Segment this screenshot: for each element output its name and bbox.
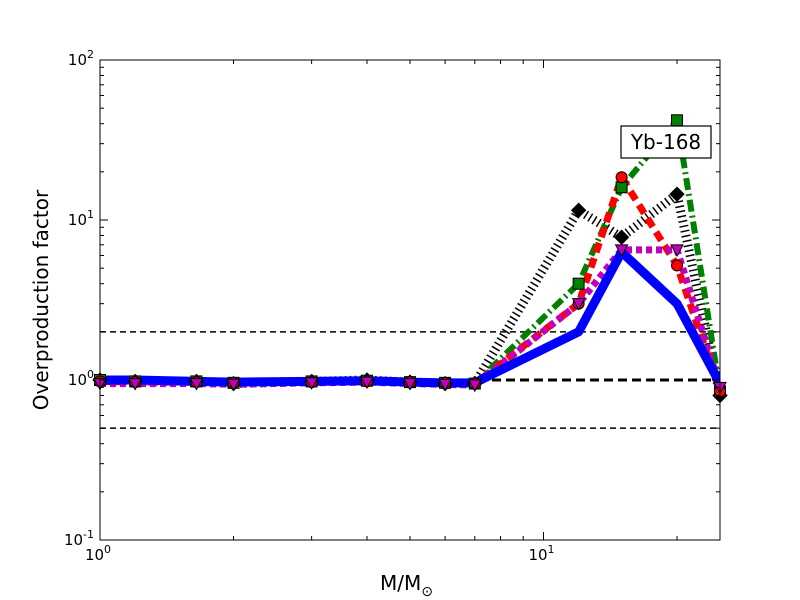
x-axis-label: M/M⊙	[380, 571, 433, 600]
plot-area-background	[100, 60, 720, 540]
series-1-point-9	[572, 277, 585, 290]
series-2-point-10	[615, 171, 628, 184]
series-3-point-4	[304, 377, 319, 390]
y-tick-label: 100	[68, 368, 94, 389]
series-3-point-1	[128, 378, 142, 391]
series-3-point-9	[571, 298, 586, 311]
x-tick-label: 101	[528, 543, 554, 564]
series-1-point-11	[671, 114, 684, 127]
y-axis-label: Overproduction factor	[29, 189, 53, 410]
series-3-point-11	[670, 244, 684, 257]
series-3-point-10	[614, 244, 629, 257]
y-tick-label: 10-1	[64, 528, 94, 549]
series-2-point-11	[671, 259, 684, 272]
marker-layer	[92, 114, 728, 404]
series-3-point-3	[226, 378, 241, 392]
annotation-label: Yb-168	[630, 130, 701, 154]
series-0-point-9	[570, 202, 587, 218]
series-3-point-5	[360, 376, 374, 390]
y-tick-label: 101	[68, 208, 94, 229]
tick-marks	[99, 59, 720, 541]
series-0-point-11	[669, 186, 685, 202]
series-3-point-6	[403, 378, 417, 391]
y-tick-label: 102	[68, 48, 94, 69]
series-3-point-8	[467, 379, 482, 393]
series-3-point-7	[438, 378, 452, 392]
x-tick-label: 100	[85, 543, 111, 564]
annotation-box: Yb-168	[620, 125, 712, 159]
series-3-point-2	[189, 378, 204, 391]
series-1-point-10	[615, 181, 628, 194]
series-0-point-10	[613, 229, 630, 245]
